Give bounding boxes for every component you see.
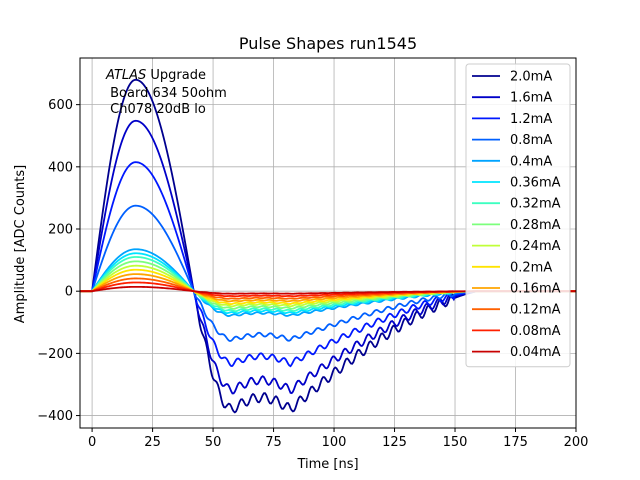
x-tick-label: 150 [443,435,468,450]
y-tick-label: 600 [48,98,73,113]
x-axis-label: Time [ns] [296,457,358,472]
legend-label-0.04mA: 0.04mA [510,345,561,360]
x-tick-label: 0 [88,435,96,450]
legend-label-2.0mA: 2.0mA [510,70,552,85]
legend-label-0.2mA: 0.2mA [510,260,552,275]
legend-label-0.36mA: 0.36mA [510,176,561,191]
board-annotation: Board 634 50ohm [106,86,227,101]
legend: 2.0mA 1.6mA 1.2mA 0.8mA 0.4mA 0.36mA 0.32mA 0.2… [465,63,571,368]
legend-box [465,63,571,368]
legend-label-0.16mA: 0.16mA [510,282,561,297]
legend-label-0.28mA: 0.28mA [510,218,561,233]
y-tick-label: −400 [37,409,73,424]
x-tick-label: 200 [564,435,589,450]
x-tick-label: 125 [382,435,407,450]
y-axis-label: Amplitude [ADC Counts] [13,165,28,323]
legend-label-0.32mA: 0.32mA [510,197,561,212]
atlas-upgrade-label: Upgrade [146,68,206,83]
y-tick-label: −200 [37,347,73,362]
legend-label-0.24mA: 0.24mA [510,239,561,254]
axis-ticks: 0 25 50 75 100 125 150 175 200 −400 −200 0 200 400 600 [37,98,588,450]
legend-label-0.08mA: 0.08mA [510,324,561,339]
chart-title: Pulse Shapes run1545 [239,34,417,53]
channel-annotation: Ch078 20dB lo [106,102,206,117]
legend-label-1.2mA: 1.2mA [510,112,552,127]
x-tick-label: 175 [503,435,528,450]
x-tick-label: 100 [322,435,347,450]
x-tick-label: 75 [265,435,282,450]
legend-label-1.6mA: 1.6mA [510,91,552,106]
legend-label-0.8mA: 0.8mA [510,133,552,148]
legend-label-0.4mA: 0.4mA [510,154,552,169]
atlas-annotation-line1: ATLAS Upgrade [105,68,206,83]
legend-label-0.12mA: 0.12mA [510,303,561,318]
y-tick-label: 400 [48,160,73,175]
atlas-label: ATLAS [105,68,146,83]
x-tick-label: 25 [144,435,161,450]
y-tick-label: 0 [65,285,73,300]
x-tick-label: 50 [205,435,222,450]
y-tick-label: 200 [48,223,73,238]
axes-frame [79,57,577,429]
